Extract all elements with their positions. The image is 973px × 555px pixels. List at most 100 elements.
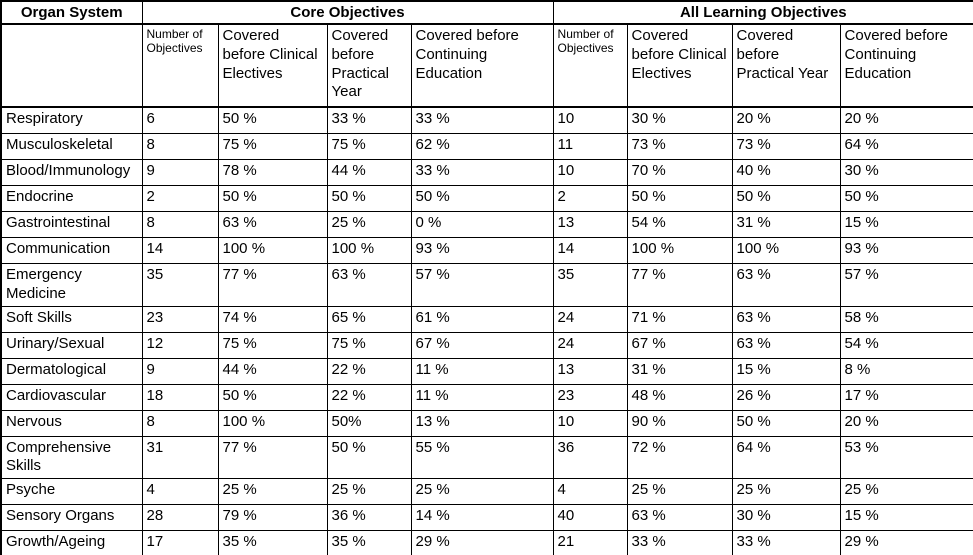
group-header-row: Organ System Core Objectives All Learnin…	[0, 0, 973, 25]
value-cell: 50 %	[731, 185, 841, 212]
value-cell: 64 %	[731, 435, 841, 479]
table-row: Growth/Ageing 17 35 % 35 % 29 % 21 33 % 33 % 29 …	[0, 530, 973, 555]
value-cell: 90 %	[626, 409, 733, 437]
organ-system-cell: Dermatological	[0, 357, 143, 385]
value-cell: 72 %	[626, 435, 733, 479]
value-cell: 55 %	[410, 435, 554, 479]
value-cell: 20 %	[839, 409, 973, 437]
value-cell: 4	[552, 478, 628, 505]
column-header-all-covered-before-clinical-electives: Covered before Clinical Electives	[626, 23, 733, 108]
value-cell: 8	[141, 211, 219, 238]
value-cell: 75 %	[217, 133, 328, 160]
value-cell: 40 %	[731, 159, 841, 186]
organ-system-cell: Respiratory	[0, 106, 143, 134]
value-cell: 25 %	[326, 478, 412, 505]
value-cell: 65 %	[326, 305, 412, 333]
value-cell: 30 %	[626, 106, 733, 134]
value-cell: 93 %	[839, 237, 973, 264]
value-cell: 73 %	[626, 133, 733, 160]
value-cell: 75 %	[326, 331, 412, 359]
table-row: Cardiovascular 18 50 % 22 % 11 % 23 48 % 26 % 17…	[0, 383, 973, 411]
organ-system-cell: Musculoskeletal	[0, 133, 143, 160]
value-cell: 33 %	[731, 530, 841, 555]
value-cell: 18	[141, 383, 219, 411]
value-cell: 15 %	[839, 504, 973, 531]
value-cell: 17 %	[839, 383, 973, 411]
value-cell: 11 %	[410, 357, 554, 385]
value-cell: 24	[552, 331, 628, 359]
column-header-core-covered-before-practical-year: Covered before Practical Year	[326, 23, 412, 108]
value-cell: 31 %	[731, 211, 841, 238]
value-cell: 74 %	[217, 305, 328, 333]
table-row: Gastrointestinal 8 63 % 25 % 0 % 13 54 % 31 % 15…	[0, 211, 973, 238]
empty-header-cell	[0, 23, 143, 108]
value-cell: 22 %	[326, 383, 412, 411]
organ-system-cell: Blood/Immunology	[0, 159, 143, 186]
organ-system-cell: Emergency Medicine	[0, 263, 143, 307]
table-row: Respiratory 6 50 % 33 % 33 % 10 30 % 20 % 20 %	[0, 106, 973, 134]
value-cell: 29 %	[839, 530, 973, 555]
table-row: Urinary/Sexual 12 75 % 75 % 67 % 24 67 % 63 % 54…	[0, 331, 973, 359]
value-cell: 33 %	[626, 530, 733, 555]
value-cell: 61 %	[410, 305, 554, 333]
value-cell: 25 %	[410, 478, 554, 505]
value-cell: 30 %	[839, 159, 973, 186]
value-cell: 17	[141, 530, 219, 555]
table-body: Respiratory 6 50 % 33 % 33 % 10 30 % 20 % 20 % Mu…	[0, 106, 973, 555]
value-cell: 75 %	[326, 133, 412, 160]
value-cell: 33 %	[410, 159, 554, 186]
table-row: Comprehensive Skills 31 77 % 50 % 55 % 36 72 %…	[0, 435, 973, 479]
value-cell: 35 %	[326, 530, 412, 555]
value-cell: 50 %	[217, 383, 328, 411]
value-cell: 50 %	[326, 185, 412, 212]
organ-system-cell: Urinary/Sexual	[0, 331, 143, 359]
value-cell: 28	[141, 504, 219, 531]
value-cell: 50 %	[626, 185, 733, 212]
value-cell: 15 %	[731, 357, 841, 385]
table-row: Emergency Medicine 35 77 % 63 % 57 % 35 77 % 63…	[0, 263, 973, 307]
value-cell: 26 %	[731, 383, 841, 411]
organ-system-header: Organ System	[0, 0, 143, 25]
value-cell: 25 %	[217, 478, 328, 505]
value-cell: 35	[552, 263, 628, 307]
column-header-core-covered-before-clinical-electives: Covered before Clinical Electives	[217, 23, 328, 108]
value-cell: 8	[141, 133, 219, 160]
table-row: Musculoskeletal 8 75 % 75 % 62 % 11 73 % 73 % 64…	[0, 133, 973, 160]
value-cell: 2	[552, 185, 628, 212]
value-cell: 100 %	[731, 237, 841, 264]
column-header-all-covered-before-continuing-education: Covered before Continuing Education	[839, 23, 973, 108]
value-cell: 70 %	[626, 159, 733, 186]
organ-system-cell: Sensory Organs	[0, 504, 143, 531]
value-cell: 8 %	[839, 357, 973, 385]
value-cell: 63 %	[731, 263, 841, 307]
all-learning-objectives-group-header: All Learning Objectives	[552, 0, 973, 25]
table-row: Dermatological 9 44 % 22 % 11 % 13 31 % 15 % 8 %	[0, 357, 973, 385]
organ-system-cell: Endocrine	[0, 185, 143, 212]
value-cell: 14	[141, 237, 219, 264]
table-row: Psyche 4 25 % 25 % 25 % 4 25 % 25 % 25 %	[0, 478, 973, 505]
value-cell: 44 %	[217, 357, 328, 385]
value-cell: 63 %	[731, 305, 841, 333]
value-cell: 10	[552, 409, 628, 437]
value-cell: 77 %	[217, 435, 328, 479]
value-cell: 33 %	[326, 106, 412, 134]
table-row: Sensory Organs 28 79 % 36 % 14 % 40 63 % 30 % 15…	[0, 504, 973, 531]
column-header-core-covered-before-continuing-education: Covered before Continuing Education	[410, 23, 554, 108]
value-cell: 77 %	[217, 263, 328, 307]
table-row: Endocrine 2 50 % 50 % 50 % 2 50 % 50 % 50 %	[0, 185, 973, 212]
table-header: Organ System Core Objectives All Learnin…	[0, 0, 973, 108]
table-row: Blood/Immunology 9 78 % 44 % 33 % 10 70 % 40 % 3…	[0, 159, 973, 186]
table-row: Nervous 8 100 % 50% 13 % 10 90 % 50 % 20 %	[0, 409, 973, 437]
organ-system-cell: Soft Skills	[0, 305, 143, 333]
value-cell: 54 %	[839, 331, 973, 359]
column-header-all-covered-before-practical-year: Covered before Practical Year	[731, 23, 841, 108]
value-cell: 14 %	[410, 504, 554, 531]
value-cell: 73 %	[731, 133, 841, 160]
value-cell: 57 %	[839, 263, 973, 307]
value-cell: 8	[141, 409, 219, 437]
core-objectives-group-header: Core Objectives	[141, 0, 554, 25]
value-cell: 13 %	[410, 409, 554, 437]
value-cell: 35	[141, 263, 219, 307]
